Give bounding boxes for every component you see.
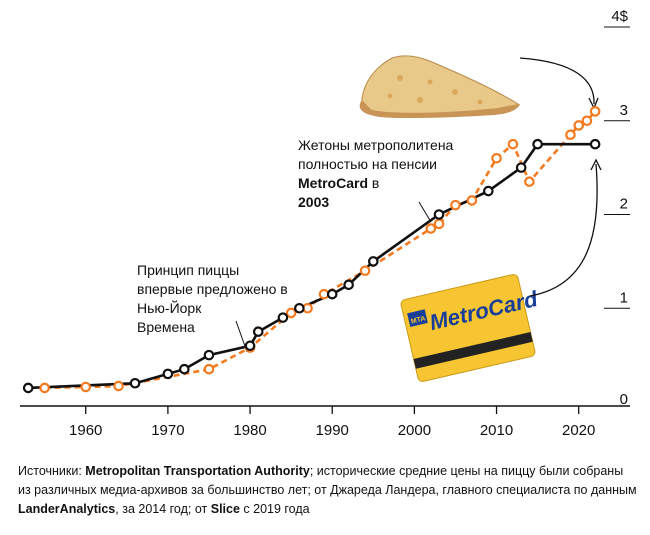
annotation-year: 2003 (298, 194, 329, 210)
annotation-line: впервые предложено в (137, 281, 288, 297)
pizza-point (581, 115, 593, 127)
pizza-point (203, 363, 215, 375)
pizza-point (507, 138, 519, 150)
subway-point (277, 312, 289, 323)
annotation-line: MetroCard в (298, 175, 379, 191)
subway-point (343, 279, 354, 291)
annotation-pizza-principle: Принцип пиццы впервые предложено в Нью-Й… (137, 262, 288, 335)
x-tick-label: 2000 (398, 422, 431, 439)
pizza-point (491, 152, 502, 164)
chart: 1960 1970 1980 1990 2000 2010 2020 0 1 2 3 4$ Metr… (20, 8, 630, 439)
x-tick-label: 2010 (480, 422, 513, 439)
pizza-point (433, 218, 445, 230)
sources-note: Источники: Metropolitan Transportation A… (18, 462, 638, 519)
subway-point (129, 377, 141, 389)
leader-tokens (418, 201, 432, 223)
subway-point (22, 382, 34, 394)
x-tick-label: 1990 (316, 422, 349, 439)
subway-point (483, 185, 494, 197)
annotation-line: полностью на пенсии (298, 156, 437, 172)
subway-point (589, 138, 601, 150)
subway-point (294, 302, 305, 314)
pizza-point (80, 381, 92, 393)
annotation-line: Принцип пиццы (137, 262, 239, 278)
pizza-point (285, 307, 297, 319)
metrocard-image: MetroCard MTA (400, 274, 540, 382)
subway-point (433, 209, 445, 220)
subway-point (515, 162, 527, 173)
subway-points (22, 138, 601, 394)
subway-point (244, 340, 256, 352)
annotation-line: Нью-Йорк (137, 299, 202, 316)
sources-text: ; исторические средние цены на пиццу был… (18, 464, 637, 497)
arrow-card-head (590, 158, 602, 171)
y-grid (604, 26, 630, 309)
subway-point (252, 326, 264, 337)
sources-text: с 2019 года (239, 502, 310, 516)
subway-point (532, 138, 543, 150)
pizza-slice-image (359, 55, 520, 119)
pizza-point (524, 176, 535, 187)
subway-point (179, 363, 190, 375)
pizza-point (425, 223, 437, 234)
y-tick-label: 4$ (611, 8, 628, 25)
pizza-point (573, 120, 585, 131)
sources-text: Источники: (18, 464, 86, 478)
y-tick-label: 0 (620, 391, 628, 408)
annotation-tokens-retired: Жетоны метрополитена полностью на пенсии… (298, 137, 454, 210)
annotation-line: Жетоны метрополитена (298, 137, 454, 153)
pizza-point (359, 265, 371, 277)
sources-bold: LanderAnalytics (18, 502, 116, 516)
y-tick-label: 2 (620, 196, 628, 213)
x-tick-label: 1970 (151, 422, 184, 439)
subway-point (367, 256, 379, 267)
x-tick-label: 2020 (562, 422, 595, 439)
annotation-metrocard: MetroCard (298, 175, 368, 191)
subway-point (326, 288, 338, 300)
x-tick-label: 1980 (233, 422, 266, 439)
pizza-point (589, 106, 601, 117)
pizza-point (113, 380, 124, 392)
x-ticks: 1960 1970 1980 1990 2000 2010 2020 (69, 406, 595, 439)
arrow-card (529, 163, 598, 297)
annotation-in: в (368, 175, 379, 191)
pizza-point (466, 195, 478, 206)
annotation-line: Времена (137, 319, 195, 335)
pizza-point (450, 199, 461, 211)
metrocard-badge: MTA (410, 315, 426, 325)
pizza-point (39, 382, 50, 394)
subway-point (162, 368, 174, 380)
y-tick-label: 3 (620, 102, 628, 119)
y-tick-label: 1 (620, 289, 628, 306)
y-tick-labels: 0 1 2 3 4$ (611, 8, 628, 408)
arrow-pizza (519, 57, 595, 105)
sources-bold: Slice (210, 502, 240, 516)
x-tick-label: 1960 (69, 422, 102, 439)
subway-point (203, 349, 215, 361)
sources-text: , за 2014 год; от (115, 502, 211, 516)
pizza-point (565, 129, 576, 141)
sources-bold: Metropolitan Transportation Authority (85, 464, 310, 478)
